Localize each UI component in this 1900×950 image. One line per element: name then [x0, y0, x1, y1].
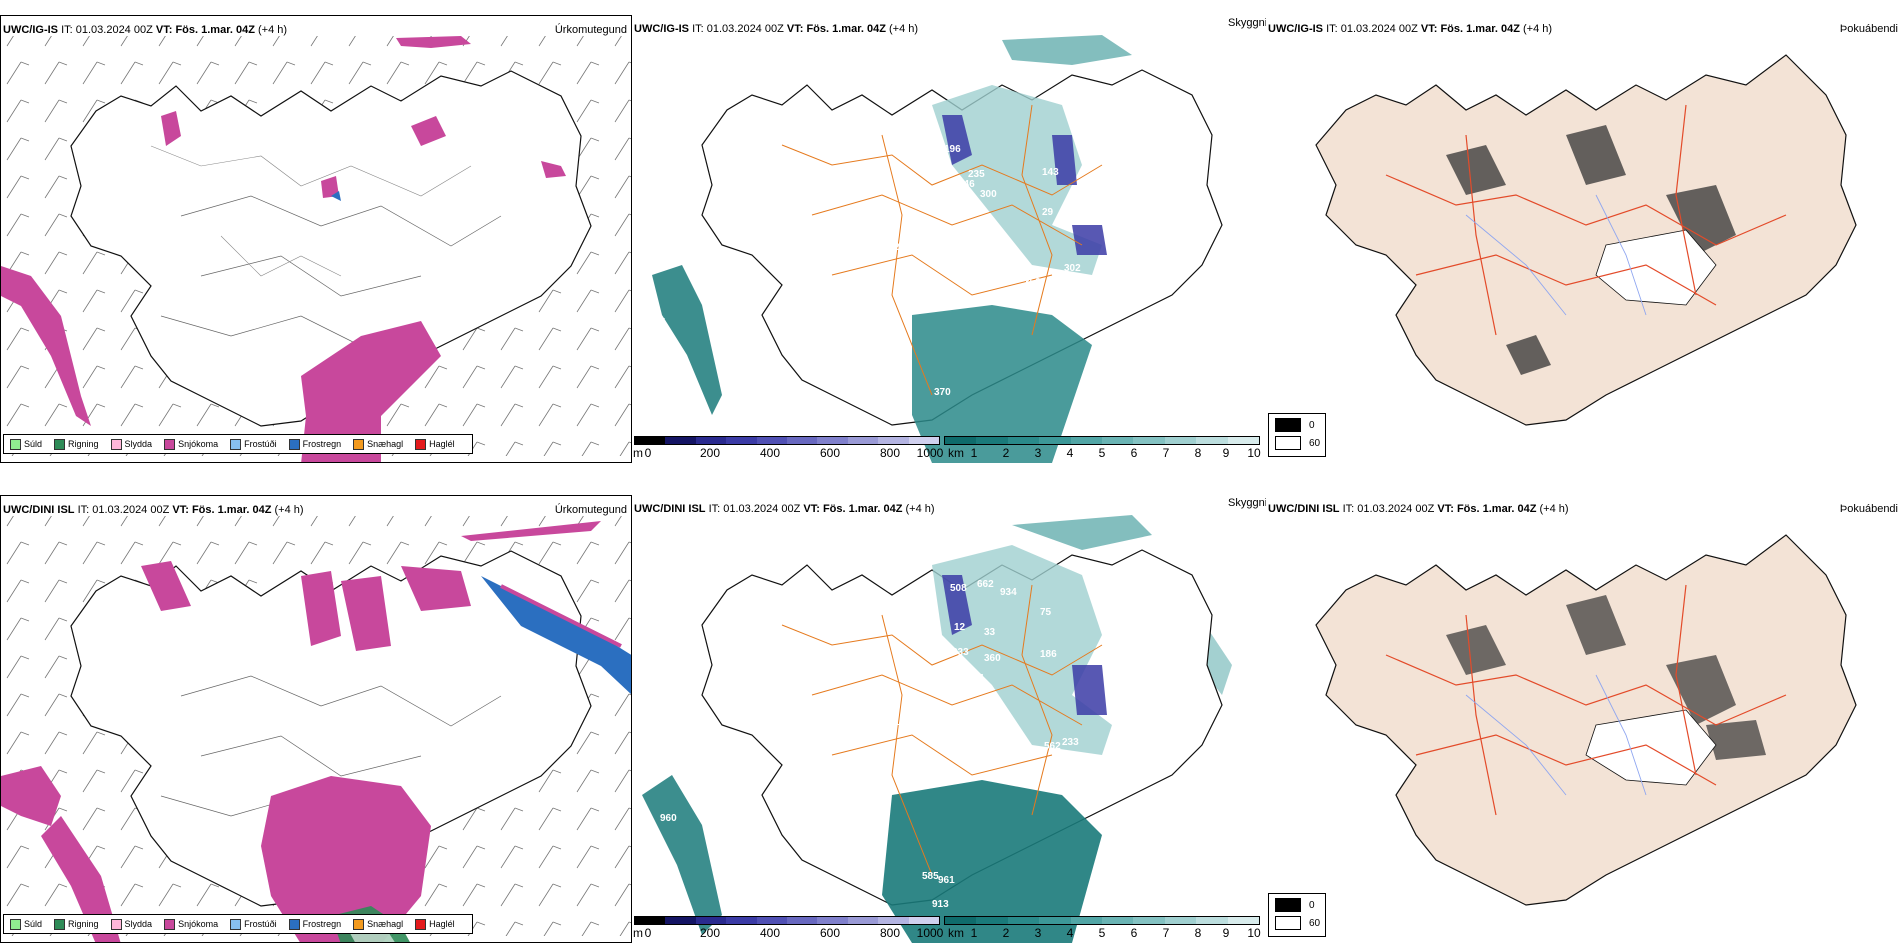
product-label-fog: Þokuábendi	[1839, 503, 1898, 515]
cloud-label: 47	[654, 317, 666, 328]
cloud-label: 961	[938, 875, 955, 886]
legend-item-rain: Rigning	[54, 438, 99, 450]
panel-header: UWC/IG-IS IT: 01.03.2024 00Z VT: Fös. 1.…	[1268, 23, 1553, 35]
cloud-label: 360	[984, 653, 1001, 664]
panel-header: UWC/DINI ISL IT: 01.03.2024 00Z VT: Fös.…	[3, 504, 304, 516]
cloud-colorbar: m 0 200 400 600 800 1000 km 1 2 3 4 5 6 …	[633, 916, 1264, 942]
legend-item-drizzle: Súld	[10, 918, 42, 930]
cloud-panel-bottom: UWC/DINI ISL IT: 01.03.2024 00Z VT: Fös.…	[632, 495, 1266, 943]
cloud-label: 585	[922, 871, 939, 882]
product-label-fog: Þokuábendi	[1839, 23, 1898, 35]
cloud-colorbar-ticks: m 0 200 400 600 800 1000 km 1 2 3 4 5 6 …	[633, 926, 1261, 940]
cloud-label: 562	[1044, 741, 1061, 752]
cloud-label: 300	[980, 189, 997, 200]
cloud-label: 960	[660, 813, 677, 824]
legend-item-snow-pellets: Snæhagl	[353, 438, 403, 450]
cloud-label: 186	[1040, 649, 1057, 660]
panel-header: UWC/IG-IS IT: 01.03.2024 00Z VT: Fös. 1.…	[634, 23, 919, 35]
product-label-precip: Úrkomutegund	[554, 24, 627, 36]
precip-type-panel-top: UWC/IG-IS IT: 01.03.2024 00Z VT: Fös. 1.…	[0, 15, 632, 463]
iceland-map-precip	[1, 36, 631, 462]
iceland-map-cloud: 508 662 934 75 187 78 12 33 333 360 186 …	[642, 515, 1232, 943]
panel-header: UWC/DINI ISL IT: 01.03.2024 00Z VT: Fös.…	[1268, 503, 1569, 515]
precip-type-panel-bottom: UWC/DINI ISL IT: 01.03.2024 00Z VT: Fös.…	[0, 495, 632, 943]
cloud-label: 145	[1110, 263, 1127, 274]
legend-item-hail: Haglél	[415, 438, 455, 450]
panel-header: UWC/IG-IS IT: 01.03.2024 00Z VT: Fös. 1.…	[3, 24, 288, 36]
legend-item-snow: Snjókoma	[164, 438, 218, 450]
fog-panel-bottom: UWC/DINI ISL IT: 01.03.2024 00Z VT: Fös.…	[1266, 495, 1900, 943]
cloud-label: 662	[977, 579, 994, 590]
cloud-panel-top: UWC/IG-IS IT: 01.03.2024 00Z VT: Fös. 1.…	[632, 15, 1266, 463]
cloud-label: 934	[1000, 587, 1017, 598]
cloud-label: 196	[944, 144, 961, 155]
fog-legend: 0 60	[1268, 413, 1326, 457]
fog-panel-top: UWC/IG-IS IT: 01.03.2024 00Z VT: Fös. 1.…	[1266, 15, 1900, 463]
cloud-label: 75	[1040, 607, 1052, 618]
legend-item-drizzle: Súld	[10, 438, 42, 450]
cloud-label: 235	[968, 169, 985, 180]
cloud-label: 29	[1142, 142, 1154, 153]
cloud-label: 233	[1062, 737, 1079, 748]
cloud-label: 27	[894, 242, 906, 253]
legend-item-freezing-drizzle: Frostúði	[230, 918, 277, 930]
panel-header: UWC/DINI ISL IT: 01.03.2024 00Z VT: Fös.…	[634, 503, 935, 515]
cloud-label: 438	[1088, 119, 1105, 130]
cloud-base-km-scale	[944, 436, 1260, 445]
legend-item-freezing-drizzle: Frostúði	[230, 438, 277, 450]
cloud-label: 508	[950, 583, 967, 594]
cloud-label: 187	[1096, 599, 1113, 610]
iceland-coastline	[70, 70, 592, 427]
cloud-label: 146	[958, 179, 975, 190]
precip-legend: Súld Rigning Slydda Snjókoma Frostúði Fr…	[3, 434, 473, 454]
cloud-label: 913	[932, 899, 949, 910]
legend-item-snow-pellets: Snæhagl	[353, 918, 403, 930]
legend-item-freezing-rain: Frostregn	[288, 918, 341, 930]
cloud-colorbar: m 0 200 400 600 800 1000 km 1 2 3 4 5 6 …	[633, 436, 1264, 462]
cloud-label: 370	[934, 387, 951, 398]
legend-item-snow: Snjókoma	[164, 918, 218, 930]
cloud-label: 33	[984, 627, 996, 638]
fog-legend: 0 60	[1268, 893, 1326, 937]
cloud-label: 143	[1042, 167, 1059, 178]
iceland-map-cloud: 196 235 300 146 144 438 29 143 29 176 27…	[652, 35, 1223, 463]
precip-legend: Súld Rigning Slydda Snjókoma Frostúði Fr…	[3, 914, 473, 934]
cloud-base-km-scale	[944, 916, 1260, 925]
cloud-label: 302	[1064, 263, 1081, 274]
legend-item-sleet: Slydda	[110, 918, 152, 930]
legend-item-hail: Haglél	[415, 918, 455, 930]
product-label-cloud: Skyggni	[1228, 17, 1266, 29]
cloud-label: 12	[954, 622, 966, 633]
cloud-label: 333	[952, 647, 969, 658]
cloud-label: 74	[1142, 725, 1154, 736]
cloud-label: 176	[950, 235, 967, 246]
legend-item-rain: Rigning	[54, 918, 99, 930]
cloud-colorbar-ticks: m 0 200 400 600 800 1000 km 1 2 3 4 5 6 …	[633, 446, 1261, 460]
cloud-base-m-scale	[634, 916, 940, 925]
cloud-label: 78	[1144, 624, 1156, 635]
iceland-map-precip	[1, 516, 631, 942]
product-label-cloud: Skyggni	[1228, 497, 1266, 509]
cloud-base-m-scale	[634, 436, 940, 445]
cloud-label: 162	[954, 717, 971, 728]
product-label-precip: Úrkomutegund	[554, 504, 627, 516]
cloud-label: 201	[968, 673, 985, 684]
cloud-label: 29	[1042, 207, 1054, 218]
legend-item-freezing-rain: Frostregn	[288, 438, 341, 450]
iceland-map-fog	[1315, 534, 1857, 906]
legend-item-sleet: Slydda	[110, 438, 152, 450]
cloud-label: 144	[954, 191, 971, 202]
cloud-label: 356	[1024, 277, 1041, 288]
cloud-label: 16	[894, 717, 906, 728]
cloud-label: 898	[1058, 751, 1075, 762]
cloud-label: 161	[1112, 741, 1129, 752]
iceland-map-fog	[1315, 54, 1857, 426]
